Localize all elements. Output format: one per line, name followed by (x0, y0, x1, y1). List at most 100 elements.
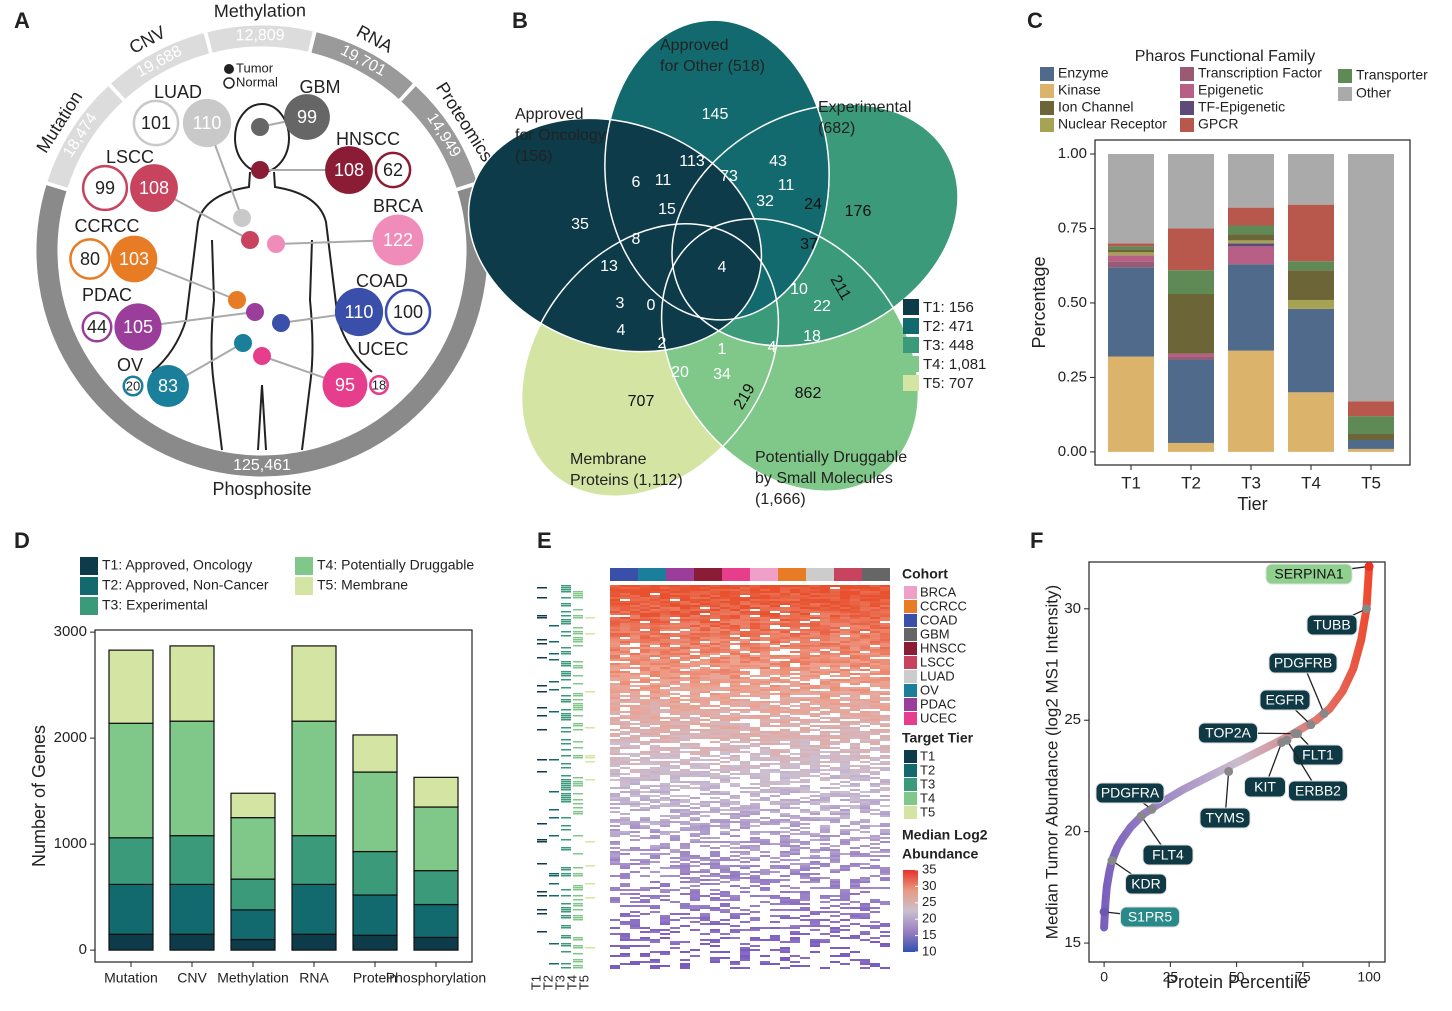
heat-cell (760, 751, 770, 753)
heat-cell (780, 655, 790, 657)
heat-cell (720, 591, 730, 593)
tier-dash (561, 671, 571, 673)
heat-cell (760, 651, 770, 653)
heat-cell (810, 769, 820, 771)
heat-cell (800, 877, 810, 879)
heat-cell (690, 751, 700, 753)
heat-cell (710, 721, 720, 723)
heat-cell (680, 903, 690, 905)
heat-cell (830, 961, 840, 963)
heat-cell (670, 699, 680, 701)
heat-cell (810, 635, 820, 637)
heat-cell (700, 611, 710, 613)
heat-cell (610, 667, 620, 669)
tier-dash (573, 937, 583, 939)
heat-cell (800, 909, 810, 911)
heat-cell (750, 717, 760, 719)
heat-cell (700, 939, 710, 941)
heat-cell (800, 697, 810, 699)
heat-cell (690, 885, 700, 887)
heat-cell (790, 627, 800, 629)
heat-cell (870, 593, 880, 595)
heat-cell (830, 721, 840, 723)
heat-cell (810, 617, 820, 619)
heat-cell (620, 651, 630, 653)
heat-cell (710, 733, 720, 735)
heat-cell (620, 759, 630, 761)
heat-cell (650, 585, 660, 587)
heat-cell (690, 723, 700, 725)
heat-cell (640, 701, 650, 703)
bar-segment (230, 909, 276, 941)
bar-segment (230, 938, 276, 951)
normal-count: 80 (80, 249, 100, 269)
heat-cell (700, 725, 710, 727)
heat-cell (790, 625, 800, 627)
heat-cell (800, 599, 810, 601)
legend-swatch (904, 778, 917, 791)
heat-cell (660, 589, 670, 591)
heat-cell (850, 779, 860, 781)
heat-cell (760, 873, 770, 875)
heat-cell (730, 841, 740, 843)
y-tick-label: 0.25 (1058, 368, 1087, 385)
heat-cell (640, 827, 650, 829)
legend-swatch (1040, 101, 1054, 115)
heat-cell (830, 747, 840, 749)
heat-cell (710, 727, 720, 729)
heat-cell (800, 661, 810, 663)
heat-cell (820, 605, 830, 607)
heat-cell (870, 813, 880, 815)
heat-cell (630, 603, 640, 605)
heat-cell (630, 689, 640, 691)
heat-cell (880, 779, 890, 781)
heat-cell (660, 741, 670, 743)
heat-cell (700, 747, 710, 749)
heat-cell (880, 873, 890, 875)
tier-dash (585, 883, 595, 885)
heat-cell (610, 899, 620, 901)
heat-cell (640, 817, 650, 819)
heat-cell (710, 715, 720, 717)
heat-cell (800, 587, 810, 589)
bar-segment (108, 883, 154, 935)
heat-cell (730, 643, 740, 645)
heat-cell (820, 673, 830, 675)
heat-cell (690, 829, 700, 831)
heat-cell (830, 639, 840, 641)
heat-cell (810, 771, 820, 773)
heat-cell (640, 799, 650, 801)
set-label: Membrane (570, 451, 647, 468)
heat-cell (730, 593, 740, 595)
heat-cell (770, 607, 780, 609)
heat-cell (830, 693, 840, 695)
heat-cell (760, 961, 770, 963)
heat-cell (800, 869, 810, 871)
heat-cell (760, 901, 770, 903)
heat-cell (630, 921, 640, 923)
heat-cell (710, 603, 720, 605)
heat-cell (790, 629, 800, 631)
heat-cell (690, 893, 700, 895)
heat-cell (670, 717, 680, 719)
heat-cell (710, 841, 720, 843)
heat-cell (840, 623, 850, 625)
heat-cell (740, 873, 750, 875)
heat-cell (770, 927, 780, 929)
heat-cell (730, 937, 740, 939)
tier-dash (561, 589, 571, 591)
heat-cell (880, 719, 890, 721)
heat-cell (640, 587, 650, 589)
cohort-name: UCEC (357, 339, 408, 359)
bar-segment (1228, 154, 1274, 208)
heat-cell (770, 663, 780, 665)
heat-cell (730, 717, 740, 719)
heat-cell (650, 683, 660, 685)
heat-cell (740, 751, 750, 753)
heat-cell (820, 843, 830, 845)
heat-cell (750, 597, 760, 599)
heat-cell (610, 703, 620, 705)
heat-cell (720, 709, 730, 711)
heat-cell (810, 691, 820, 693)
heat-cell (810, 913, 820, 915)
